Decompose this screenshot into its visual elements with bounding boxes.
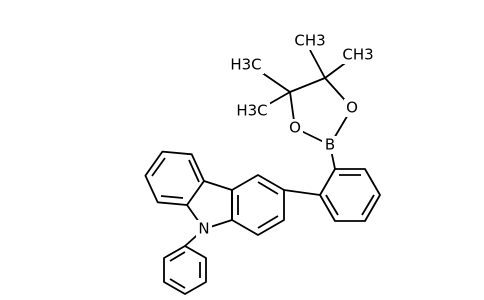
ring-bond [319,168,381,222]
label-bg [196,220,212,238]
atom-labels: N B O O CH3 CH3 H3C H3C [196,32,376,238]
label-bg [322,136,338,154]
label-bg [234,102,270,120]
atom-label: O [346,99,358,117]
label-bg [340,46,376,64]
double-bond [325,194,339,216]
methyl-label: H3C [230,56,261,74]
methyl-label: CH3 [342,46,373,64]
ring-bond [231,174,285,236]
double-bond [188,159,200,183]
double-bond [361,194,375,216]
double-bond [169,278,186,289]
label-bg [344,99,360,117]
atom-label: N [198,220,209,238]
ring-bond [163,245,207,295]
label-bg [287,119,303,137]
single-bond [283,189,321,196]
label-bg [228,56,264,74]
label-bg [292,32,328,50]
atom-label: B [325,136,335,154]
double-bond [169,251,186,262]
methyl-label: CH3 [294,32,325,50]
double-bond [160,195,184,199]
double-bond [257,181,279,195]
single-bond [309,49,326,79]
bonds [144,49,381,295]
double-bond [257,215,279,229]
atom-label: O [289,119,301,137]
double-bond [151,157,166,177]
methyl-label: H3C [236,102,267,120]
